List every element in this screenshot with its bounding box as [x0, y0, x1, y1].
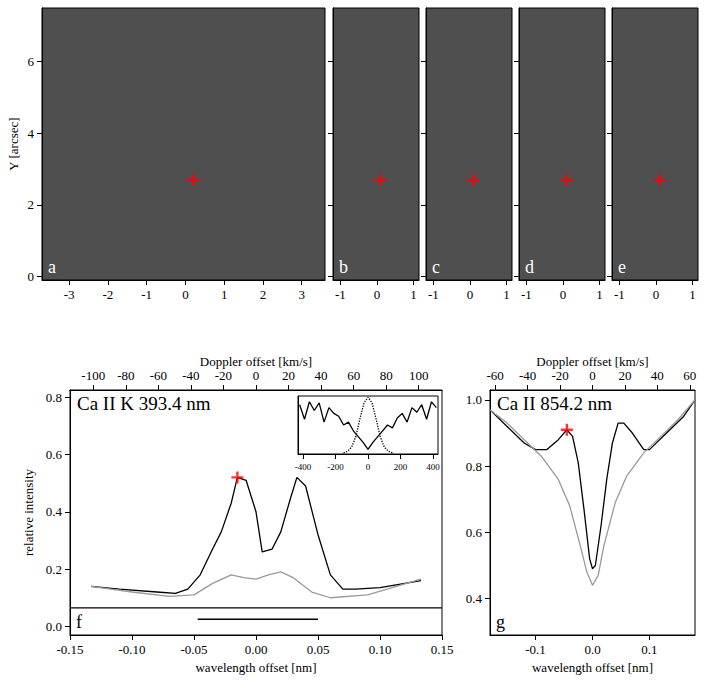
svg-text:0.6: 0.6	[46, 447, 63, 462]
svg-text:Ca II K 393.4 nm: Ca II K 393.4 nm	[77, 393, 211, 414]
svg-text:-3: -3	[64, 287, 75, 302]
svg-text:-0.10: -0.10	[118, 642, 145, 657]
svg-text:40: 40	[315, 368, 328, 383]
svg-text:-60: -60	[150, 368, 167, 383]
svg-text:-2: -2	[102, 287, 113, 302]
svg-text:0.2: 0.2	[46, 562, 62, 577]
svg-text:d: d	[525, 257, 534, 277]
svg-text:-40: -40	[182, 368, 199, 383]
svg-text:c: c	[432, 257, 440, 277]
svg-text:g: g	[496, 612, 505, 632]
svg-text:0: 0	[28, 269, 35, 284]
svg-text:0: 0	[467, 287, 474, 302]
svg-text:2: 2	[260, 287, 267, 302]
svg-text:4: 4	[28, 126, 35, 141]
svg-text:20: 20	[618, 368, 631, 383]
svg-text:0: 0	[589, 368, 596, 383]
svg-text:Doppler offset [km/s]: Doppler offset [km/s]	[536, 354, 648, 369]
svg-text:e: e	[618, 257, 626, 277]
svg-text:-40: -40	[519, 368, 536, 383]
svg-text:-1: -1	[335, 287, 346, 302]
svg-text:-0.15: -0.15	[56, 642, 83, 657]
svg-text:Y [arcsec]: Y [arcsec]	[6, 117, 21, 170]
svg-text:60: 60	[347, 368, 360, 383]
svg-text:-0.05: -0.05	[180, 642, 207, 657]
svg-text:0: 0	[253, 368, 260, 383]
svg-text:-1: -1	[428, 287, 439, 302]
svg-text:80: 80	[380, 368, 393, 383]
svg-text:0.15: 0.15	[431, 642, 454, 657]
svg-text:0: 0	[560, 287, 567, 302]
svg-text:0.6: 0.6	[466, 525, 483, 540]
svg-text:0.05: 0.05	[307, 642, 330, 657]
svg-text:0.10: 0.10	[369, 642, 392, 657]
svg-text:1: 1	[410, 287, 417, 302]
svg-text:0: 0	[182, 287, 189, 302]
svg-text:-20: -20	[215, 368, 232, 383]
svg-text:-400: -400	[295, 462, 312, 472]
svg-text:2: 2	[28, 197, 35, 212]
svg-text:wavelength offset [nm]: wavelength offset [nm]	[532, 660, 653, 675]
svg-text:0.0: 0.0	[46, 619, 62, 634]
svg-text:0.0: 0.0	[584, 642, 600, 657]
svg-text:-20: -20	[551, 368, 568, 383]
svg-text:1: 1	[503, 287, 510, 302]
svg-text:0.4: 0.4	[466, 591, 483, 606]
svg-text:f: f	[76, 612, 82, 632]
svg-text:1.0: 1.0	[466, 392, 482, 407]
svg-text:60: 60	[683, 368, 696, 383]
svg-text:-80: -80	[117, 368, 134, 383]
svg-text:0.00: 0.00	[245, 642, 268, 657]
svg-text:-100: -100	[81, 368, 105, 383]
svg-text:-1: -1	[614, 287, 625, 302]
svg-text:-1: -1	[141, 287, 152, 302]
svg-text:0.1: 0.1	[641, 642, 657, 657]
svg-text:0: 0	[374, 287, 381, 302]
svg-text:0: 0	[653, 287, 660, 302]
svg-text:-1: -1	[521, 287, 532, 302]
svg-text:1: 1	[221, 287, 228, 302]
svg-text:a: a	[48, 257, 56, 277]
svg-text:Doppler offset [km/s]: Doppler offset [km/s]	[200, 354, 312, 369]
svg-text:3: 3	[298, 287, 305, 302]
svg-text:400: 400	[426, 462, 440, 472]
svg-text:1: 1	[596, 287, 603, 302]
svg-text:100: 100	[409, 368, 429, 383]
svg-text:relative intensity: relative intensity	[21, 469, 36, 557]
svg-text:-0.1: -0.1	[525, 642, 546, 657]
svg-text:b: b	[339, 257, 348, 277]
svg-text:6: 6	[28, 54, 35, 69]
svg-text:0.8: 0.8	[466, 459, 482, 474]
svg-text:-200: -200	[327, 462, 344, 472]
svg-text:0.4: 0.4	[46, 504, 63, 519]
svg-text:1: 1	[689, 287, 696, 302]
svg-text:0: 0	[366, 462, 371, 472]
svg-text:200: 200	[394, 462, 408, 472]
svg-text:-60: -60	[487, 368, 504, 383]
svg-text:Ca II 854.2 nm: Ca II 854.2 nm	[497, 393, 612, 414]
svg-text:0.8: 0.8	[46, 390, 62, 405]
svg-text:20: 20	[282, 368, 295, 383]
svg-text:40: 40	[651, 368, 664, 383]
svg-text:wavelength offset [nm]: wavelength offset [nm]	[195, 660, 316, 675]
